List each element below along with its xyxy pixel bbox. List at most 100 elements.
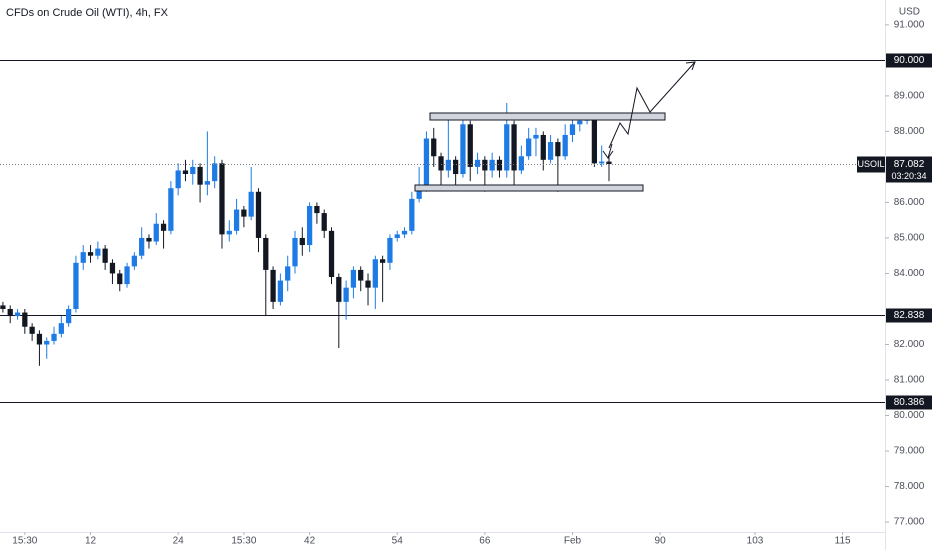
symbol-label: USOIL bbox=[857, 159, 884, 169]
x-tick-label: 66 bbox=[479, 536, 491, 547]
candle-body bbox=[328, 230, 335, 278]
candle-body bbox=[387, 237, 393, 263]
level-label: 80.386 bbox=[894, 397, 925, 408]
candle-body bbox=[212, 163, 218, 182]
candle-body bbox=[569, 124, 576, 135]
candle-body bbox=[336, 277, 342, 302]
candle-body bbox=[526, 138, 532, 157]
candle-body bbox=[124, 266, 130, 285]
candle-body bbox=[0, 305, 6, 309]
candle-body bbox=[321, 213, 327, 231]
candle-body bbox=[233, 209, 240, 231]
y-tick-label: 81.000 bbox=[894, 375, 925, 386]
y-tick-label: 86.000 bbox=[894, 197, 925, 208]
x-tick-label: 90 bbox=[655, 536, 667, 547]
x-tick-label: 54 bbox=[392, 536, 404, 547]
candle-body bbox=[146, 237, 152, 242]
candle-body bbox=[7, 308, 13, 317]
candle-body bbox=[14, 312, 21, 317]
candle-body bbox=[51, 333, 57, 341]
candle-body bbox=[350, 269, 357, 288]
candle-body bbox=[474, 159, 481, 167]
candle-body bbox=[409, 198, 415, 231]
projection-arrow bbox=[608, 61, 696, 149]
x-tick-label: 12 bbox=[85, 536, 97, 547]
candle-body bbox=[599, 161, 605, 164]
candle-body bbox=[87, 252, 94, 256]
candle-body bbox=[153, 223, 159, 242]
candle-body bbox=[80, 252, 86, 263]
x-tick-label: 15:30 bbox=[231, 536, 256, 547]
candle-body bbox=[226, 230, 232, 235]
candle-body bbox=[219, 163, 225, 235]
candle-body bbox=[606, 161, 612, 165]
candle-body bbox=[263, 237, 269, 270]
candle-body bbox=[562, 134, 568, 157]
candle-body bbox=[29, 326, 35, 334]
candle-body bbox=[547, 142, 554, 160]
candle-body bbox=[591, 117, 598, 164]
candle-body bbox=[197, 166, 203, 185]
arrow-head bbox=[685, 61, 696, 71]
candle-body bbox=[299, 237, 305, 246]
level-label-box bbox=[886, 395, 932, 410]
symbol-box bbox=[857, 156, 885, 173]
candle-body bbox=[504, 124, 510, 171]
candle-body bbox=[117, 273, 123, 285]
support-zone bbox=[414, 184, 644, 192]
drawings bbox=[414, 61, 696, 192]
arrow-stem bbox=[607, 143, 613, 159]
y-tick-label: 79.000 bbox=[894, 446, 925, 457]
candle-body bbox=[102, 248, 108, 263]
candle-body bbox=[109, 262, 116, 274]
y-tick-label: 78.000 bbox=[894, 481, 925, 492]
x-tick-label: 103 bbox=[747, 536, 764, 547]
candle-body bbox=[44, 340, 50, 345]
candle-body bbox=[292, 237, 298, 267]
y-tick-label: 82.000 bbox=[894, 339, 925, 350]
candle-body bbox=[182, 170, 189, 175]
x-tick-label: 115 bbox=[835, 536, 851, 547]
y-tick-label: 89.000 bbox=[894, 91, 925, 102]
candle-body bbox=[533, 134, 539, 139]
candle-body bbox=[306, 205, 313, 246]
candle-body bbox=[204, 181, 211, 185]
candle-body bbox=[255, 191, 262, 238]
candle-body bbox=[73, 262, 79, 309]
x-tick-label: 24 bbox=[173, 536, 185, 547]
candle-body bbox=[248, 191, 254, 217]
candle-body bbox=[168, 188, 174, 231]
candle-body bbox=[460, 124, 466, 175]
candle-body bbox=[22, 312, 28, 327]
candle-body bbox=[314, 205, 320, 214]
countdown-label: 03:20:34 bbox=[891, 171, 926, 181]
chart-title: CFDs on Crude Oil (WTI), 4h, FX bbox=[6, 7, 169, 19]
candle-body bbox=[36, 333, 43, 345]
y-tick-label: 84.000 bbox=[894, 268, 925, 279]
candle-body bbox=[518, 156, 524, 171]
level-label: 82.838 bbox=[894, 310, 925, 321]
candle-body bbox=[401, 230, 408, 235]
candle-body bbox=[555, 142, 561, 157]
candle-body bbox=[394, 234, 400, 238]
candle-body bbox=[190, 166, 196, 175]
candle-body bbox=[431, 138, 437, 157]
candle-body bbox=[343, 287, 349, 302]
level-label-box bbox=[886, 308, 932, 323]
candle-body bbox=[131, 255, 137, 267]
candle-body bbox=[365, 280, 371, 288]
candle-body bbox=[160, 223, 167, 231]
resistance-zone bbox=[429, 112, 666, 121]
candle-body bbox=[285, 266, 291, 281]
candle-body bbox=[577, 120, 583, 125]
level-label: 90.000 bbox=[894, 55, 925, 66]
candle-body bbox=[496, 159, 503, 171]
candle-body bbox=[277, 280, 284, 302]
candle-body bbox=[467, 124, 473, 167]
last-price-box bbox=[886, 156, 932, 183]
candle-body bbox=[423, 138, 430, 189]
candle-body bbox=[58, 323, 64, 334]
candle-body bbox=[175, 170, 181, 189]
candle-body bbox=[482, 159, 488, 171]
